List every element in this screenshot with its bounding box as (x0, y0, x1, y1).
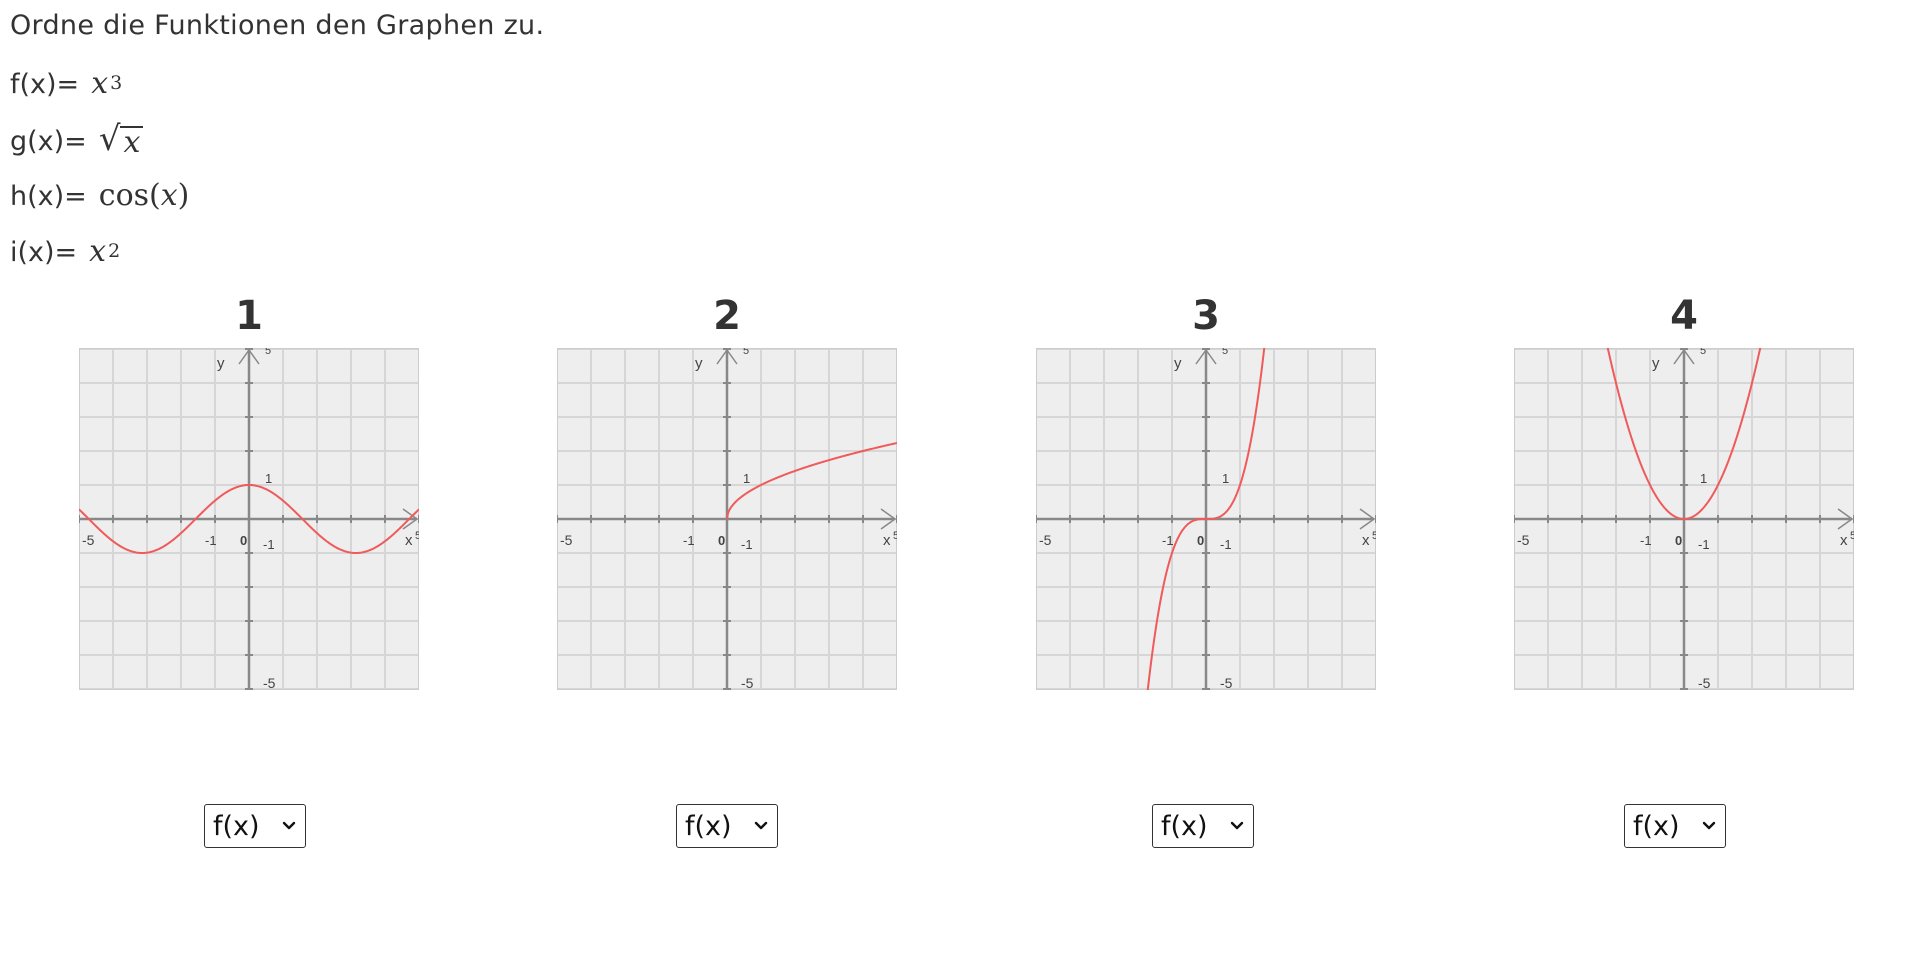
question-text: Ordne die Funktionen den Graphen zu. (10, 10, 545, 41)
chevron-down-icon (1230, 821, 1244, 830)
y-tick-label-top: 5 (1222, 348, 1228, 357)
function-f-label: f(x)= (10, 69, 80, 100)
function-g-label: g(x)= (10, 126, 87, 157)
x-tick-label-left: -5 (1039, 532, 1052, 548)
function-h-expression: cos(x) (98, 178, 190, 213)
y-tick-label-bottom: -5 (1698, 675, 1711, 690)
y-tick-label-one: 1 (743, 471, 750, 486)
function-select-2-value: f(x) (685, 810, 732, 842)
x-tick-label-neg-one: -1 (683, 533, 695, 548)
x-axis-label: x (1362, 532, 1370, 549)
function-i-label: i(x)= (10, 237, 78, 268)
graph-number-4: 4 (1670, 293, 1698, 339)
y-tick-label-neg-one: -1 (1220, 537, 1232, 552)
y-axis-label: y (1174, 355, 1182, 372)
function-select-3[interactable]: f(x) (1152, 804, 1254, 848)
x-axis-arrow (402, 508, 419, 530)
axis-ticks (1514, 348, 1854, 690)
graph-panel-4: 4 y 5 x 5 -5 -1 0 1 -1 -5 (1514, 290, 1854, 690)
y-tick-label-bottom: -5 (741, 675, 754, 690)
origin-label: 0 (240, 533, 247, 548)
axes (557, 348, 897, 690)
graph-plot-3: y5x 5-5 -1 01-1-5 (1036, 348, 1376, 690)
y-axis-label: y (1652, 355, 1660, 372)
graph-number-3: 3 (1192, 293, 1220, 339)
graph-plot-2: y5x 5-5 -1 01-1-5 (557, 348, 897, 690)
function-select-4-value: f(x) (1633, 810, 1680, 842)
x-tick-label-left: -5 (560, 532, 573, 548)
function-curve (1606, 348, 1762, 521)
y-tick-label-neg-one: -1 (1698, 537, 1710, 552)
x-axis-label: x (405, 532, 413, 549)
axis-ticks (557, 348, 897, 690)
origin-label: 0 (718, 533, 725, 548)
function-curve (1146, 348, 1266, 690)
origin-label: 0 (1675, 533, 1682, 548)
y-tick-label-top: 5 (1700, 348, 1706, 357)
y-tick-label-one: 1 (1700, 471, 1707, 486)
x-axis-label: x (1840, 532, 1848, 549)
x-axis-arrow (1359, 508, 1376, 530)
x-axis-arrow (880, 508, 897, 530)
y-tick-label-neg-one: -1 (263, 537, 275, 552)
y-tick-label-one: 1 (265, 471, 272, 486)
y-tick-label-neg-one: -1 (741, 537, 753, 552)
function-select-1[interactable]: f(x) (204, 804, 306, 848)
y-tick-label-bottom: -5 (1220, 675, 1233, 690)
origin-label: 0 (1197, 533, 1204, 548)
y-tick-label-top: 5 (743, 348, 749, 357)
x-tick-label-right: 5 (1372, 530, 1376, 542)
function-select-4[interactable]: f(x) (1624, 804, 1726, 848)
chevron-down-icon (754, 821, 768, 830)
graph-panel-3: 3 y 5 x 5 -5 -1 0 1 -1 -5 (1036, 290, 1376, 690)
x-tick-label-left: -5 (1517, 532, 1530, 548)
graph-number-1: 1 (235, 293, 263, 339)
x-axis-label: x (883, 532, 891, 549)
function-select-2[interactable]: f(x) (676, 804, 778, 848)
y-axis-label: y (217, 355, 225, 372)
function-h: h(x)= cos(x) (10, 178, 189, 234)
function-curve (726, 441, 897, 520)
function-select-1-value: f(x) (213, 810, 260, 842)
x-tick-label-left: -5 (82, 532, 95, 548)
function-curve (79, 483, 419, 555)
x-tick-label-right: 5 (1850, 530, 1854, 542)
graph-plot-1: y5x 5-5 -1 01-1-5 (79, 348, 419, 690)
graph-plot-4: y5x 5-5 -1 01-1-5 (1514, 348, 1854, 690)
graph-panel-2: 2 y 5 x 5 -5 -1 0 1 -1 -5 (557, 290, 897, 690)
function-g-expression: √ x (99, 122, 144, 158)
axis-ticks (1036, 348, 1376, 690)
y-axis-label: y (695, 355, 703, 372)
function-select-3-value: f(x) (1161, 810, 1208, 842)
graph-panel-1: 1 y 5 x 5 -5 -1 0 1 -1 -5 (79, 290, 419, 690)
x-tick-label-right: 5 (415, 530, 419, 542)
x-tick-label-neg-one: -1 (1640, 533, 1652, 548)
y-tick-label-top: 5 (265, 348, 271, 357)
axes (79, 348, 419, 690)
chevron-down-icon (1702, 821, 1716, 830)
function-h-label: h(x)= (10, 181, 87, 212)
x-tick-label-right: 5 (893, 530, 897, 542)
x-axis-arrow (1837, 508, 1854, 530)
y-tick-label-one: 1 (1222, 471, 1229, 486)
x-tick-label-neg-one: -1 (1162, 533, 1174, 548)
graph-number-2: 2 (713, 293, 741, 339)
chevron-down-icon (282, 821, 296, 830)
x-tick-label-neg-one: -1 (205, 533, 217, 548)
y-tick-label-bottom: -5 (263, 675, 276, 690)
function-g: g(x)= √ x (10, 122, 189, 178)
